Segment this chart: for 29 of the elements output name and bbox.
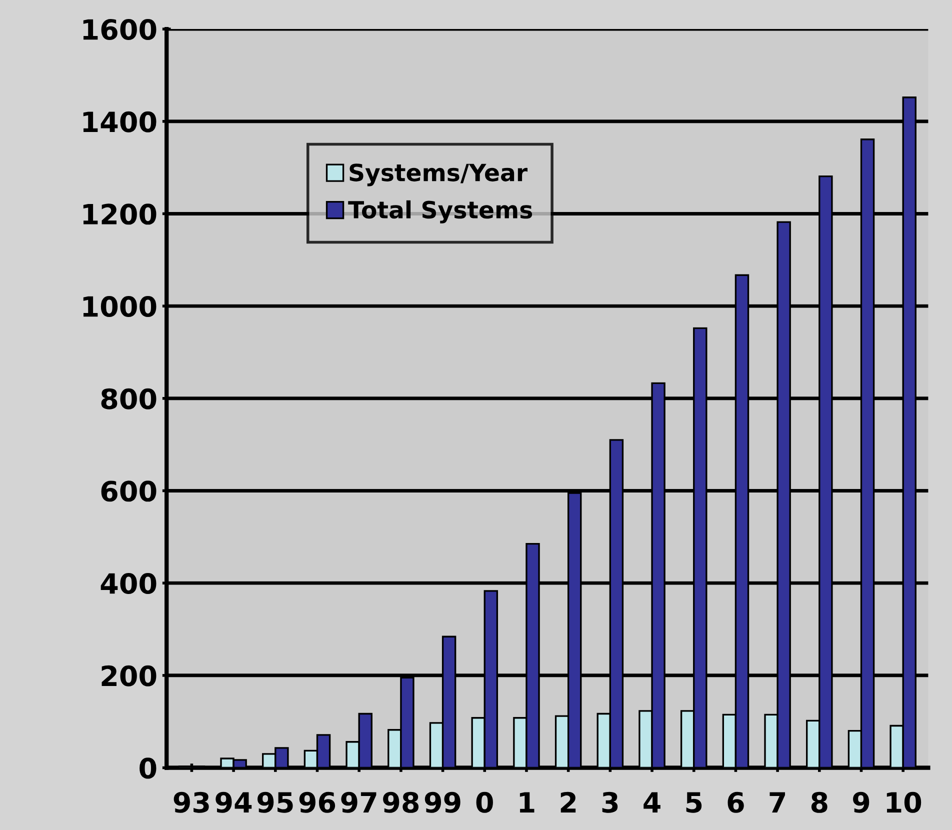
legend-label: Total Systems [348, 200, 532, 224]
y-tick-label: 800 [101, 388, 156, 410]
y-tick-label: 1200 [83, 204, 156, 225]
x-tick-label: 2 [560, 792, 576, 812]
y-tick-label: 600 [101, 480, 156, 502]
y-tick-label: 1400 [83, 111, 156, 132]
x-tick-label: 7 [770, 792, 786, 812]
y-tick-label: 400 [100, 573, 156, 594]
x-tick-label: 0 [476, 792, 493, 813]
x-tick-label: 9 [853, 792, 870, 813]
x-tick-label: 8 [811, 792, 828, 813]
x-tick-label: 97 [341, 792, 376, 813]
y-tick-label: 1600 [83, 18, 156, 40]
x-tick-label: 93 [174, 792, 209, 813]
x-tick-label: 10 [886, 792, 922, 813]
x-tick-label: 5 [686, 792, 702, 813]
x-tick-label: 3 [602, 792, 618, 813]
legend-label: Systems/Year [350, 164, 528, 186]
x-tick-label: 96 [299, 792, 336, 813]
y-tick-label: 1000 [83, 296, 156, 318]
x-tick-label: 98 [383, 792, 419, 813]
y-tick-label: 200 [102, 665, 156, 686]
x-tick-label: 95 [258, 792, 293, 813]
x-tick-label: 6 [728, 792, 744, 813]
x-tick-label: 4 [644, 792, 660, 812]
x-tick-label: 94 [216, 792, 252, 813]
x-tick-label: 1 [520, 792, 534, 812]
x-tick-label: 99 [424, 792, 460, 813]
y-tick-label: 0 [140, 758, 156, 779]
